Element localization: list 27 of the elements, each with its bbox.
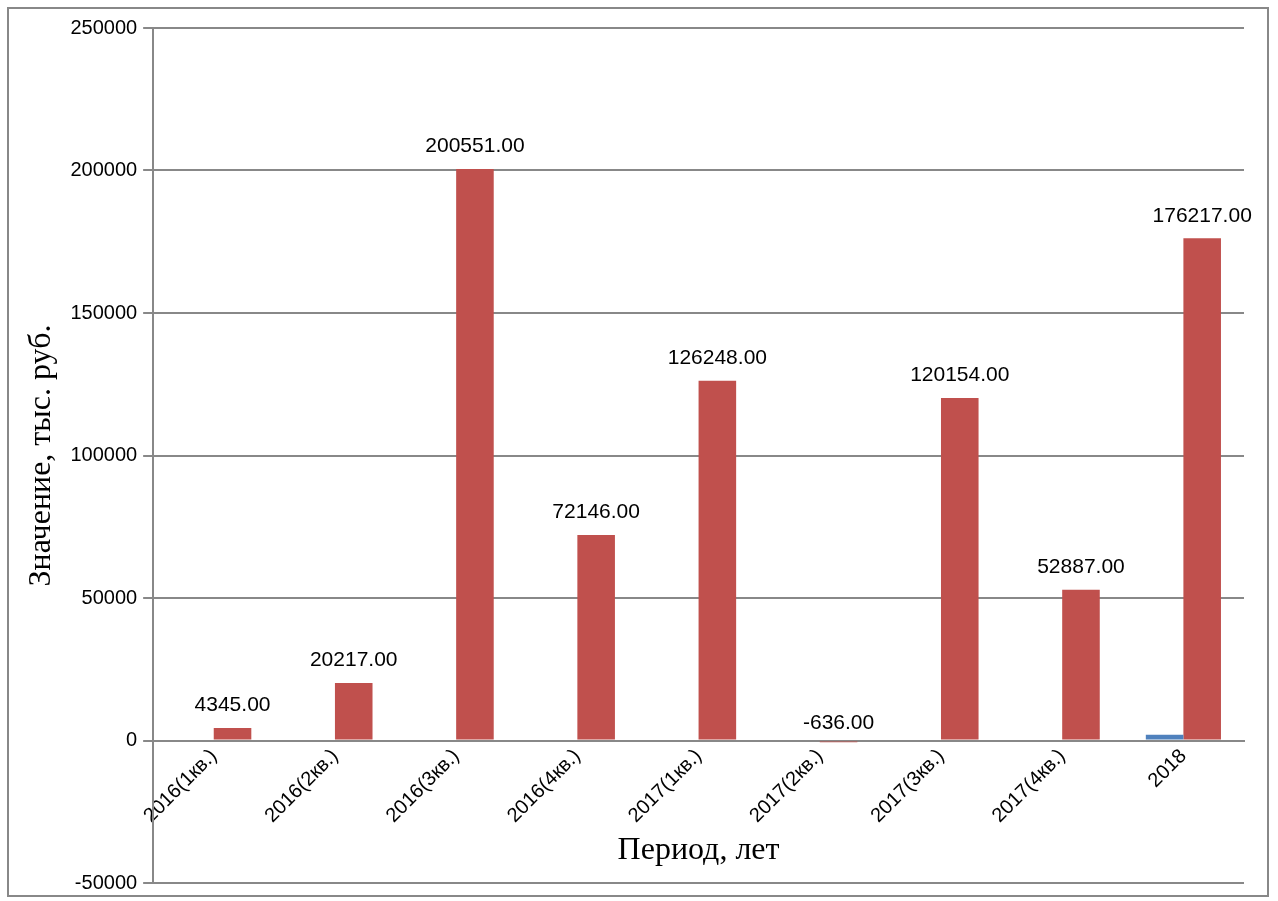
data-label: 4345.00	[194, 692, 271, 716]
data-label: 120154.00	[910, 362, 1010, 386]
bar	[1145, 734, 1184, 740]
bar	[940, 398, 979, 740]
bar	[698, 380, 737, 740]
data-label: 176217.00	[1152, 202, 1252, 226]
y-tick-label: 250000	[70, 15, 138, 38]
bar	[213, 728, 252, 740]
y-tick-label: 100000	[70, 443, 138, 466]
data-label: 126248.00	[667, 344, 767, 368]
data-label: -636.00	[802, 709, 875, 733]
bar	[577, 534, 615, 740]
y-tick-label: 0	[126, 728, 138, 751]
y-axis-title: Значение, тыс. руб.	[20, 324, 57, 587]
bar	[1183, 238, 1221, 740]
bar	[334, 682, 373, 740]
y-tick-label: -50000	[74, 870, 138, 893]
data-label: 52887.00	[1037, 554, 1125, 578]
bar	[1062, 589, 1100, 740]
data-label: 200551.00	[425, 133, 525, 157]
data-label: 20217.00	[309, 647, 398, 671]
x-axis-title: Период, лет	[617, 830, 780, 867]
bar	[456, 168, 494, 740]
data-label: 72146.00	[552, 499, 640, 523]
y-tick-label: 200000	[70, 158, 138, 181]
y-tick-label: 50000	[81, 585, 138, 608]
y-tick-label: 150000	[70, 300, 138, 323]
